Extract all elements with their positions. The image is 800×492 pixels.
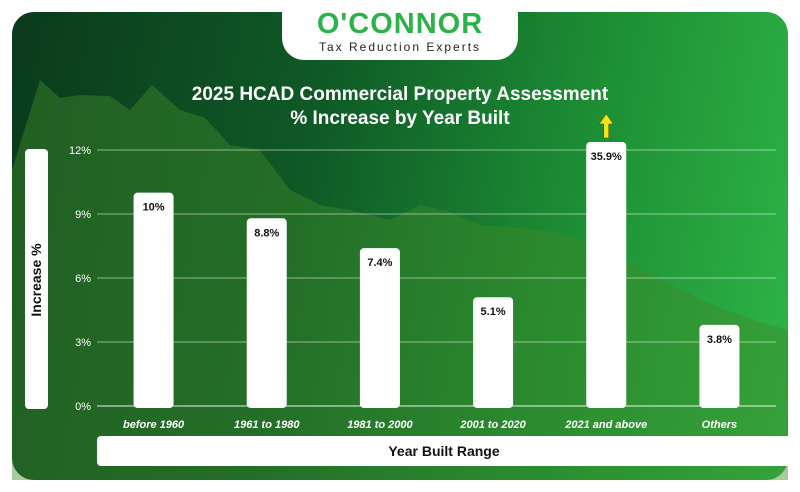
bar <box>699 324 740 408</box>
data-label: 7.4% <box>367 257 392 269</box>
chart-title: 2025 HCAD Commercial Property Assessment <box>192 84 609 105</box>
x-tick-label: before 1960 <box>123 419 185 431</box>
bar <box>473 297 514 408</box>
y-tick-label: 6% <box>75 273 91 285</box>
x-tick-label: 2001 to 2020 <box>459 419 526 431</box>
bar <box>359 248 400 408</box>
x-tick-label: Others <box>702 419 737 431</box>
logo-name: O'CONNOR <box>316 8 484 40</box>
data-label: 10% <box>143 202 165 214</box>
logo-badge: O'CONNOR Tax Reduction Experts <box>282 0 518 60</box>
y-axis-title-box <box>25 149 48 409</box>
y-tick-label: 0% <box>75 401 91 413</box>
x-tick-label: 1961 to 1980 <box>234 419 300 431</box>
x-tick-label: 1981 to 2000 <box>347 419 413 431</box>
y-axis-title: Increase % <box>28 243 44 317</box>
data-label: 8.8% <box>254 227 279 239</box>
up-arrow-icon <box>598 113 614 139</box>
gridlines <box>97 149 776 407</box>
y-tick-label: 12% <box>69 145 91 157</box>
y-tick-label: 9% <box>75 209 91 221</box>
x-axis-ticks: before 1960 1961 to 1980 1981 to 2000 2001 … <box>123 419 737 431</box>
y-axis-ticks: 0% 3% 6% 9% 12% <box>69 145 91 413</box>
chart-subtitle: % Increase by Year Built <box>290 108 510 129</box>
x-axis-title: Year Built Range <box>388 443 500 459</box>
x-axis-title-box <box>97 436 791 466</box>
bar <box>246 218 287 408</box>
data-label: 3.8% <box>707 334 732 346</box>
bar <box>133 192 174 408</box>
bar <box>586 142 627 408</box>
y-tick-label: 3% <box>75 337 91 349</box>
x-tick-label: 2021 and above <box>564 419 647 431</box>
bars: 10% 8.8% 7.4% 5.1% 35.9% 3.8% <box>133 113 740 408</box>
logo-tagline: Tax Reduction Experts <box>318 40 482 54</box>
data-label: 35.9% <box>591 151 622 163</box>
data-label: 5.1% <box>481 306 506 318</box>
